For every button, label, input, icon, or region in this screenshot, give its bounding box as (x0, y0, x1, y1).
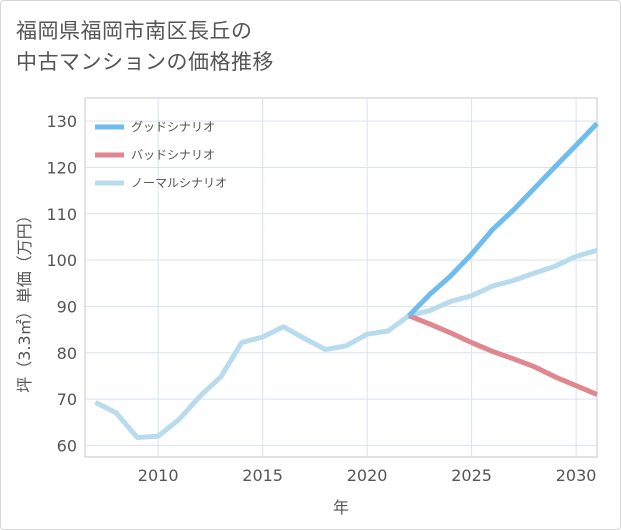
y-tick-label: 70 (57, 390, 77, 409)
y-tick-label: 100 (46, 251, 77, 270)
x-axis-title: 年 (333, 498, 349, 517)
y-tick-label: 90 (57, 297, 77, 316)
series-line-bad (407, 313, 598, 397)
series-lines (94, 121, 599, 440)
series-line-normal (94, 247, 598, 440)
series-line-good (407, 121, 599, 318)
x-tick-label: 2010 (138, 466, 179, 485)
gridlines (85, 98, 597, 457)
y-tick-label: 120 (46, 158, 77, 177)
y-axis-title: 坪（3.3㎡）単価（万円） (15, 207, 34, 392)
y-tick-label: 130 (46, 112, 77, 131)
x-tick-label: 2020 (347, 466, 388, 485)
chart-title-line-1: 福岡県福岡市南区長丘の (16, 19, 253, 43)
x-axis-ticks: 2010 2015 2020 2025 2030 (138, 466, 597, 485)
chart-title: 福岡県福岡市南区長丘の 中古マンションの価格推移 (16, 16, 274, 78)
x-tick-label: 2015 (242, 466, 283, 485)
y-axis-ticks: 60 70 80 90 100 110 120 130 (46, 112, 77, 455)
legend-label: バッドシナリオ (131, 148, 215, 162)
y-tick-label: 110 (46, 205, 77, 224)
legend-label: ノーマルシナリオ (131, 176, 227, 190)
legend-label: グッドシナリオ (131, 120, 215, 134)
y-tick-label: 60 (57, 436, 77, 455)
plot-area (84, 97, 598, 458)
chart-title-line-2: 中古マンションの価格推移 (16, 50, 274, 74)
x-tick-label: 2030 (556, 466, 597, 485)
y-tick-label: 80 (57, 344, 77, 363)
x-tick-label: 2025 (451, 466, 492, 485)
